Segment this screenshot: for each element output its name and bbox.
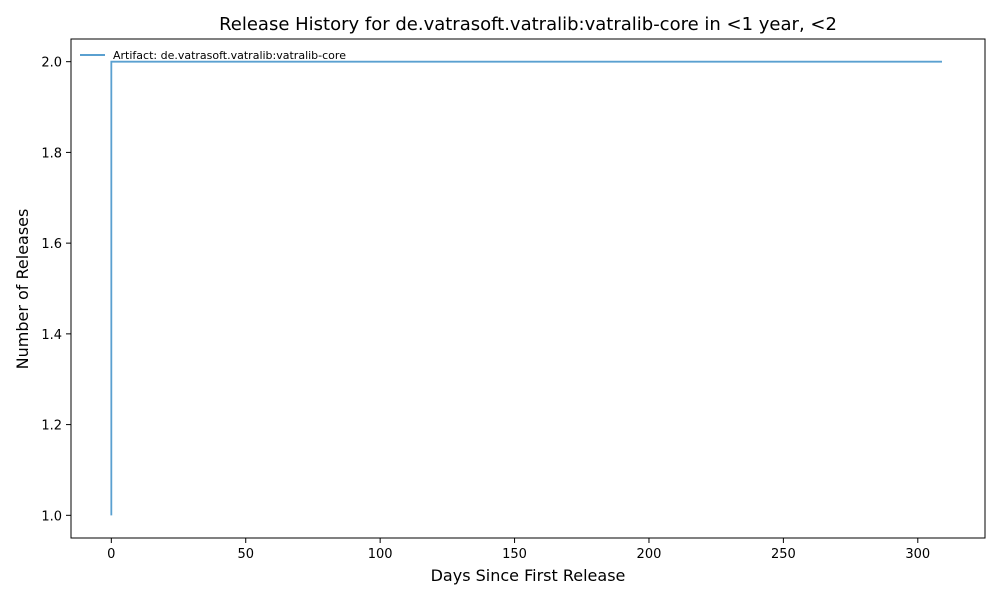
series-line <box>110 60 942 516</box>
x-tick-label: 50 <box>237 547 254 562</box>
legend: Artifact: de.vatrasoft.vatralib:vatralib… <box>80 49 346 62</box>
chart-title: Release History for de.vatrasoft.vatrali… <box>219 14 837 35</box>
y-axis-label: Number of Releases <box>13 209 32 370</box>
legend-label: Artifact: de.vatrasoft.vatralib:vatralib… <box>113 49 346 62</box>
y-tick-label: 1.2 <box>41 419 62 434</box>
x-tick-label: 0 <box>107 547 115 562</box>
y-tick-label: 1.4 <box>41 328 62 343</box>
y-tick-label: 1.6 <box>41 237 62 252</box>
x-axis-label: Days Since First Release <box>431 566 626 585</box>
y-tick-label: 2.0 <box>41 56 62 71</box>
plot-area: 0 50 100 150 200 250 300 1.0 1.2 1.4 1.6 1.8 2.0 <box>41 38 986 562</box>
x-tick-label: 250 <box>771 547 796 562</box>
x-tick-label: 100 <box>368 547 393 562</box>
plot-frame <box>70 38 986 539</box>
y-tick-label: 1.0 <box>41 509 62 524</box>
y-tick-label: 1.8 <box>41 146 62 161</box>
x-tick-label: 150 <box>502 547 527 562</box>
x-tick-label: 300 <box>905 547 930 562</box>
x-tick-label: 200 <box>637 547 662 562</box>
